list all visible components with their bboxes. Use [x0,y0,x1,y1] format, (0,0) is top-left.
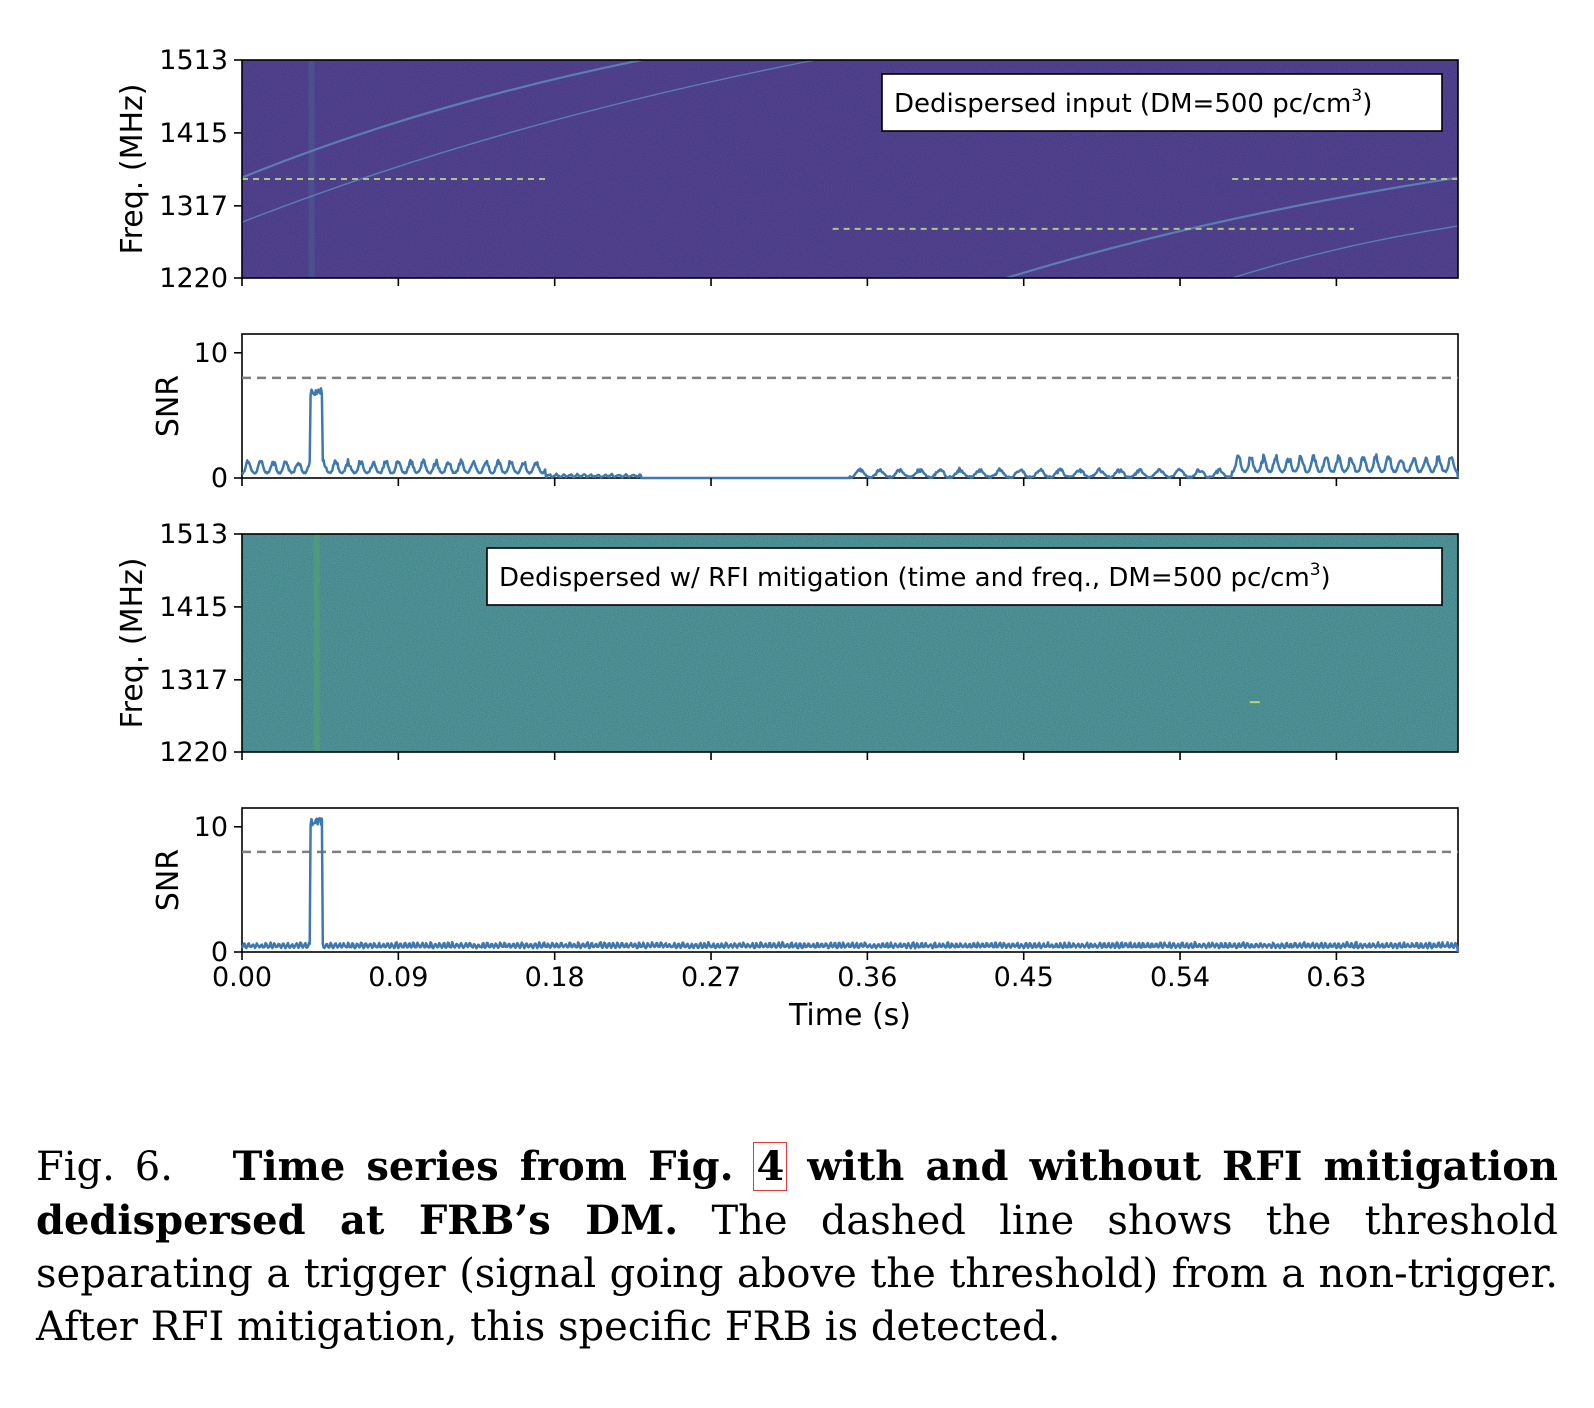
snr-1-frame [241,333,1459,479]
heatmap-2-legend: Dedispersed w/ RFI mitigation (time and … [486,547,1443,606]
caption-text: The dashed line shows the threshold sepa… [36,1198,1558,1350]
x-tick-label: 0.00 [212,962,272,993]
x-tick-label: 0.27 [681,962,741,993]
legend-box [881,73,1443,132]
snr-2-series-line [240,817,1460,953]
panel-4-snr: 10 0 SNR 0.00 0.09 0.18 0.27 0.36 0.45 0.54 0.63… [151,807,1460,1033]
y-tick-label: 1317 [159,665,228,696]
y-tick-label: 1415 [159,118,228,149]
pulse-stripe [308,60,315,278]
x-tick-label: 0.45 [994,962,1054,993]
figure: 1513 1415 1317 1220 Freq. (MHz) Dedispersed… [115,45,1460,1033]
heatmap-1-frame [241,59,1459,279]
heatmap-2-features [313,534,1260,752]
heatmap-2-ylabel: Freq. (MHz) [115,558,150,729]
dispersed-sweep [1231,225,1459,279]
snr-2-xaxis: 0.00 0.09 0.18 0.27 0.36 0.45 0.54 0.63 [212,962,1367,993]
panel-2-snr: 10 0 SNR [151,333,1460,494]
y-tick-label: 0 [211,937,228,968]
y-tick-label: 1415 [159,592,228,623]
legend-text: Dedispersed input (DM=500 pc/cm3) [894,86,1372,119]
y-tick-label: 1513 [159,45,228,76]
panel-3-heatmap: 1513 1415 1317 1220 Freq. (MHz) Dedispersed… [115,519,1459,768]
heatmap-1-yaxis: 1513 1415 1317 1220 [159,45,242,294]
y-tick-label: 0 [211,463,228,494]
caption-bold-2: with and without RFI mitigation dedisper… [36,1143,1559,1244]
dispersed-sweep [241,58,642,179]
pulse-stripe [313,534,320,752]
dispersed-sweep [241,59,816,223]
dispersed-sweep [1006,176,1459,280]
heatmap-1-legend: Dedispersed input (DM=500 pc/cm3) [881,73,1443,132]
heatmap-1-ylabel: Freq. (MHz) [115,84,150,255]
x-axis-label: Time (s) [788,998,911,1033]
snr-1-series-line [241,387,1460,480]
y-tick-label: 10 [194,812,228,843]
legend-text: Dedispersed w/ RFI mitigation (time and … [499,560,1331,593]
snr-1-ylabel: SNR [151,375,186,437]
snr-2-ylabel: SNR [151,849,186,911]
x-tick-label: 0.18 [525,962,585,993]
x-tick-label: 0.09 [368,962,428,993]
caption-figure-link[interactable]: 4 [753,1142,788,1191]
x-tick-label: 0.54 [1150,962,1210,993]
y-tick-label: 10 [194,338,228,369]
y-tick-label: 1317 [159,191,228,222]
y-tick-label: 1220 [159,263,228,294]
heatmap-1-features [241,58,1459,280]
panel-1-heatmap: 1513 1415 1317 1220 Freq. (MHz) Dedispersed… [115,45,1459,294]
legend-box [486,547,1443,606]
snr-2-yaxis: 10 0 [194,812,242,968]
snr-2-frame [241,807,1459,953]
caption-fig-label: Fig. 6. [36,1144,173,1190]
y-tick-label: 1513 [159,519,228,550]
caption-bold-1: Time series from Fig. [232,1143,734,1190]
x-tick-label: 0.36 [837,962,897,993]
snr-1-yaxis: 10 0 [194,338,242,494]
x-tick-label: 0.63 [1306,962,1366,993]
heatmap-2-yaxis: 1513 1415 1317 1220 [159,519,242,768]
figure-caption: Fig. 6. Time series from Fig. 4 with and… [36,1140,1558,1354]
y-tick-label: 1220 [159,737,228,768]
heatmap-2-frame [241,533,1459,753]
panel-xtick-marks [241,278,1338,960]
